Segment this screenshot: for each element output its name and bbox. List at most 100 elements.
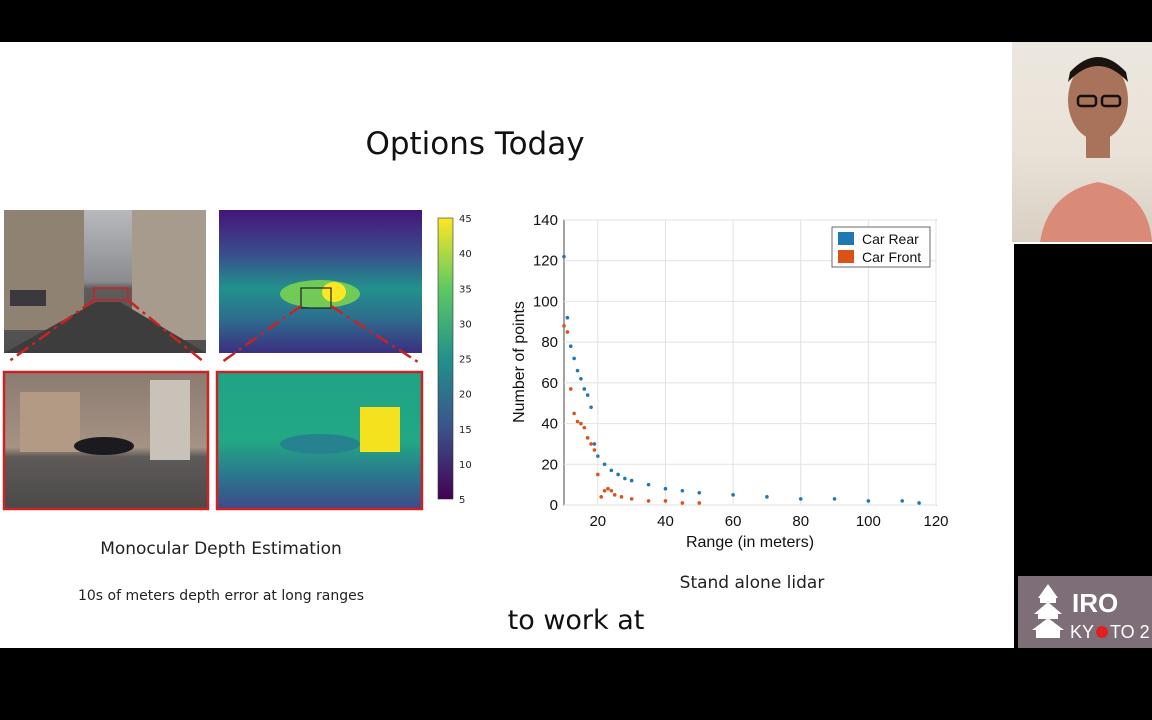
x-tick-label: 80 bbox=[792, 513, 809, 530]
data-point bbox=[680, 501, 685, 505]
data-point bbox=[616, 472, 620, 477]
slide: Options Today bbox=[0, 42, 1152, 648]
data-point bbox=[599, 495, 603, 499]
colorbar-tick-label: 15 bbox=[459, 425, 472, 436]
colorbar-tick-label: 10 bbox=[459, 460, 472, 471]
data-point bbox=[602, 488, 607, 493]
conference-logo: IRO KY TO 2 bbox=[1018, 576, 1152, 648]
data-point bbox=[585, 393, 590, 397]
data-point bbox=[562, 254, 566, 259]
data-point bbox=[585, 436, 590, 440]
data-point bbox=[619, 495, 624, 499]
data-point bbox=[917, 501, 921, 505]
x-tick-label: 120 bbox=[923, 513, 948, 530]
zoom-lines bbox=[7, 298, 419, 364]
series-car-front bbox=[562, 324, 702, 505]
depth-map bbox=[219, 210, 422, 353]
street-photo bbox=[4, 210, 206, 353]
zoomed-depth bbox=[215, 370, 424, 511]
data-point bbox=[629, 497, 634, 501]
data-point bbox=[612, 493, 617, 497]
data-point bbox=[900, 499, 904, 503]
data-point bbox=[602, 462, 607, 467]
data-point bbox=[646, 482, 651, 487]
data-point bbox=[565, 315, 570, 320]
legend-car-rear: Car Rear bbox=[862, 231, 919, 247]
lidar-chart: 20 40 60 80 100 120 0 20 40 60 80 100 120 140 Range (… bbox=[511, 212, 949, 551]
data-point bbox=[589, 405, 593, 410]
x-tick-label: 20 bbox=[589, 513, 606, 530]
data-point bbox=[646, 499, 651, 503]
svg-text:TO 2: TO 2 bbox=[1110, 622, 1150, 642]
depth-figure: 45 40 35 30 25 20 15 10 5 bbox=[2, 210, 472, 511]
data-point bbox=[582, 425, 587, 430]
speaker-silhouette bbox=[1040, 57, 1152, 242]
slide-title: Options Today bbox=[365, 126, 585, 162]
x-axis-label: Range (in meters) bbox=[686, 534, 814, 551]
data-point bbox=[731, 493, 735, 497]
data-point bbox=[575, 419, 580, 424]
svg-text:IRO: IRO bbox=[1072, 588, 1118, 618]
y-tick-label: 100 bbox=[533, 293, 558, 310]
colorbar: 45 40 35 30 25 20 15 10 5 bbox=[437, 214, 472, 506]
plot-area bbox=[563, 219, 937, 506]
colorbar-tick-label: 40 bbox=[459, 249, 472, 260]
legend: Car Rear Car Front bbox=[831, 226, 931, 268]
data-point bbox=[798, 497, 803, 501]
y-tick-label: 120 bbox=[533, 253, 558, 270]
zoomed-street bbox=[2, 370, 210, 511]
colorbar-tick-label: 30 bbox=[459, 319, 472, 330]
colorbar-tick-label: 5 bbox=[459, 495, 465, 506]
data-point bbox=[572, 356, 576, 361]
data-point bbox=[680, 488, 685, 493]
legend-swatch-car-front bbox=[838, 250, 854, 263]
x-tick-label: 100 bbox=[856, 513, 881, 530]
speaker-video bbox=[1012, 42, 1152, 242]
data-point bbox=[609, 468, 614, 473]
data-point bbox=[606, 486, 610, 491]
data-point bbox=[663, 486, 668, 491]
data-point bbox=[866, 499, 871, 503]
x-tick-label: 40 bbox=[657, 513, 674, 530]
y-tick-label: 140 bbox=[533, 212, 558, 229]
depth-note: 10s of meters depth error at long ranges bbox=[77, 588, 365, 604]
data-point bbox=[609, 488, 614, 493]
data-point bbox=[663, 499, 668, 503]
legend-swatch-car-rear bbox=[838, 232, 854, 245]
depth-caption: Monocular Depth Estimation bbox=[100, 539, 342, 559]
data-point bbox=[596, 472, 600, 477]
data-point bbox=[579, 421, 583, 426]
x-tick-label: 60 bbox=[725, 513, 742, 530]
series-car-rear bbox=[562, 254, 921, 505]
data-point bbox=[592, 442, 597, 446]
colorbar-tick-label: 25 bbox=[459, 355, 472, 366]
live-subtitle: to work at bbox=[507, 605, 645, 636]
data-point bbox=[562, 324, 566, 328]
data-point bbox=[579, 376, 583, 381]
data-point bbox=[589, 442, 593, 446]
data-point bbox=[596, 454, 600, 458]
svg-text:KY: KY bbox=[1070, 622, 1094, 642]
colorbar-tick-label: 20 bbox=[459, 390, 472, 401]
y-tick-label: 0 bbox=[550, 497, 558, 514]
data-point bbox=[697, 501, 702, 505]
data-point bbox=[623, 476, 627, 481]
y-tick-label: 40 bbox=[541, 416, 558, 433]
legend-car-front: Car Front bbox=[862, 249, 921, 265]
data-point bbox=[592, 448, 597, 452]
y-tick-label: 80 bbox=[541, 334, 558, 351]
data-point bbox=[568, 344, 573, 349]
lidar-caption: Stand alone lidar bbox=[679, 573, 825, 593]
data-point bbox=[582, 387, 587, 391]
data-point bbox=[568, 387, 573, 391]
y-tick-label: 20 bbox=[541, 456, 558, 473]
data-point bbox=[629, 478, 634, 483]
data-point bbox=[572, 411, 576, 416]
data-point bbox=[765, 495, 769, 499]
colorbar-tick-label: 45 bbox=[459, 214, 472, 225]
y-axis-label: Number of points bbox=[511, 301, 528, 423]
y-tick-label: 60 bbox=[541, 375, 558, 392]
data-point bbox=[565, 330, 570, 334]
data-point bbox=[832, 497, 837, 501]
data-point bbox=[575, 368, 580, 373]
